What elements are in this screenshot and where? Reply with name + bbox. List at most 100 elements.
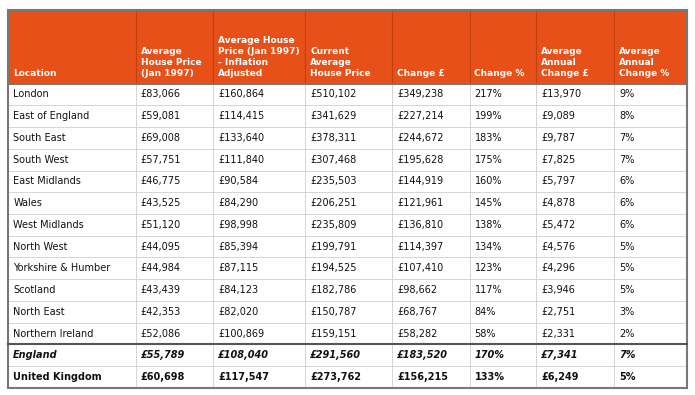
Bar [305,279,392,301]
Bar [213,366,305,388]
Text: 183%: 183% [475,133,502,143]
Bar [392,10,470,84]
Text: 5%: 5% [619,285,635,295]
Text: £42,353: £42,353 [140,307,181,317]
Text: £82,020: £82,020 [218,307,259,317]
Bar [136,84,213,105]
Text: Change £: Change £ [397,70,445,79]
Bar [136,366,213,388]
Bar [536,366,614,388]
Bar [614,258,687,279]
Text: £69,008: £69,008 [140,133,181,143]
Bar [136,258,213,279]
Text: £6,249: £6,249 [541,372,578,382]
Bar [136,323,213,344]
Text: £98,998: £98,998 [218,220,258,230]
Text: Change %: Change % [475,70,525,79]
Bar [614,236,687,258]
Bar [136,214,213,236]
Bar [536,127,614,149]
Text: £84,123: £84,123 [218,285,258,295]
Bar [392,171,470,192]
Text: £244,672: £244,672 [397,133,443,143]
Text: London: London [13,89,49,100]
Text: £291,560: £291,560 [310,350,361,360]
Text: £5,797: £5,797 [541,177,575,186]
Text: £182,786: £182,786 [310,285,357,295]
Text: £44,984: £44,984 [140,263,181,273]
Bar [536,323,614,344]
Bar [305,149,392,171]
Text: £156,215: £156,215 [397,372,448,382]
Bar [213,344,305,366]
Bar [305,301,392,323]
Bar [536,214,614,236]
Text: £4,296: £4,296 [541,263,575,273]
Bar [470,84,536,105]
Text: £44,095: £44,095 [140,242,181,252]
Bar [305,171,392,192]
Bar [392,301,470,323]
Bar [136,10,213,84]
Text: 199%: 199% [475,111,502,121]
Text: 7%: 7% [619,133,635,143]
Bar [136,127,213,149]
Bar [614,192,687,214]
Bar [213,214,305,236]
Text: 5%: 5% [619,242,635,252]
Text: £121,961: £121,961 [397,198,443,208]
Text: £83,066: £83,066 [140,89,181,100]
Text: 2%: 2% [619,329,635,339]
Text: 134%: 134% [475,242,502,252]
Bar [614,105,687,127]
Text: 5%: 5% [619,372,635,382]
Text: 58%: 58% [475,329,496,339]
Bar [536,105,614,127]
Bar [8,192,136,214]
Bar [136,301,213,323]
Bar [536,192,614,214]
Bar [136,149,213,171]
Bar [136,192,213,214]
Bar [614,366,687,388]
Text: £7,341: £7,341 [541,350,578,360]
Text: £183,520: £183,520 [397,350,448,360]
Text: £98,662: £98,662 [397,285,437,295]
Text: 84%: 84% [475,307,496,317]
Bar [470,366,536,388]
Text: £349,238: £349,238 [397,89,443,100]
Text: 170%: 170% [475,350,505,360]
Bar [213,171,305,192]
Bar [392,84,470,105]
Bar [392,127,470,149]
Text: Scotland: Scotland [13,285,56,295]
Text: £144,919: £144,919 [397,177,443,186]
Bar [614,323,687,344]
Text: £58,282: £58,282 [397,329,438,339]
Bar [470,301,536,323]
Text: £84,290: £84,290 [218,198,258,208]
Bar [470,279,536,301]
Bar [470,344,536,366]
Bar [392,258,470,279]
Bar [136,236,213,258]
Bar [614,149,687,171]
Text: 8%: 8% [619,111,635,121]
Bar [8,301,136,323]
Bar [614,171,687,192]
Text: £159,151: £159,151 [310,329,357,339]
Text: North West: North West [13,242,67,252]
Bar [614,214,687,236]
Text: Average
House Price
(Jan 1997): Average House Price (Jan 1997) [140,47,202,79]
Bar [614,279,687,301]
Text: £114,397: £114,397 [397,242,443,252]
Bar [305,323,392,344]
Text: £52,086: £52,086 [140,329,181,339]
Bar [305,214,392,236]
Text: £117,547: £117,547 [218,372,269,382]
Bar [8,105,136,127]
Text: £55,789: £55,789 [140,350,185,360]
Bar [392,236,470,258]
Text: £68,767: £68,767 [397,307,437,317]
Text: £51,120: £51,120 [140,220,181,230]
